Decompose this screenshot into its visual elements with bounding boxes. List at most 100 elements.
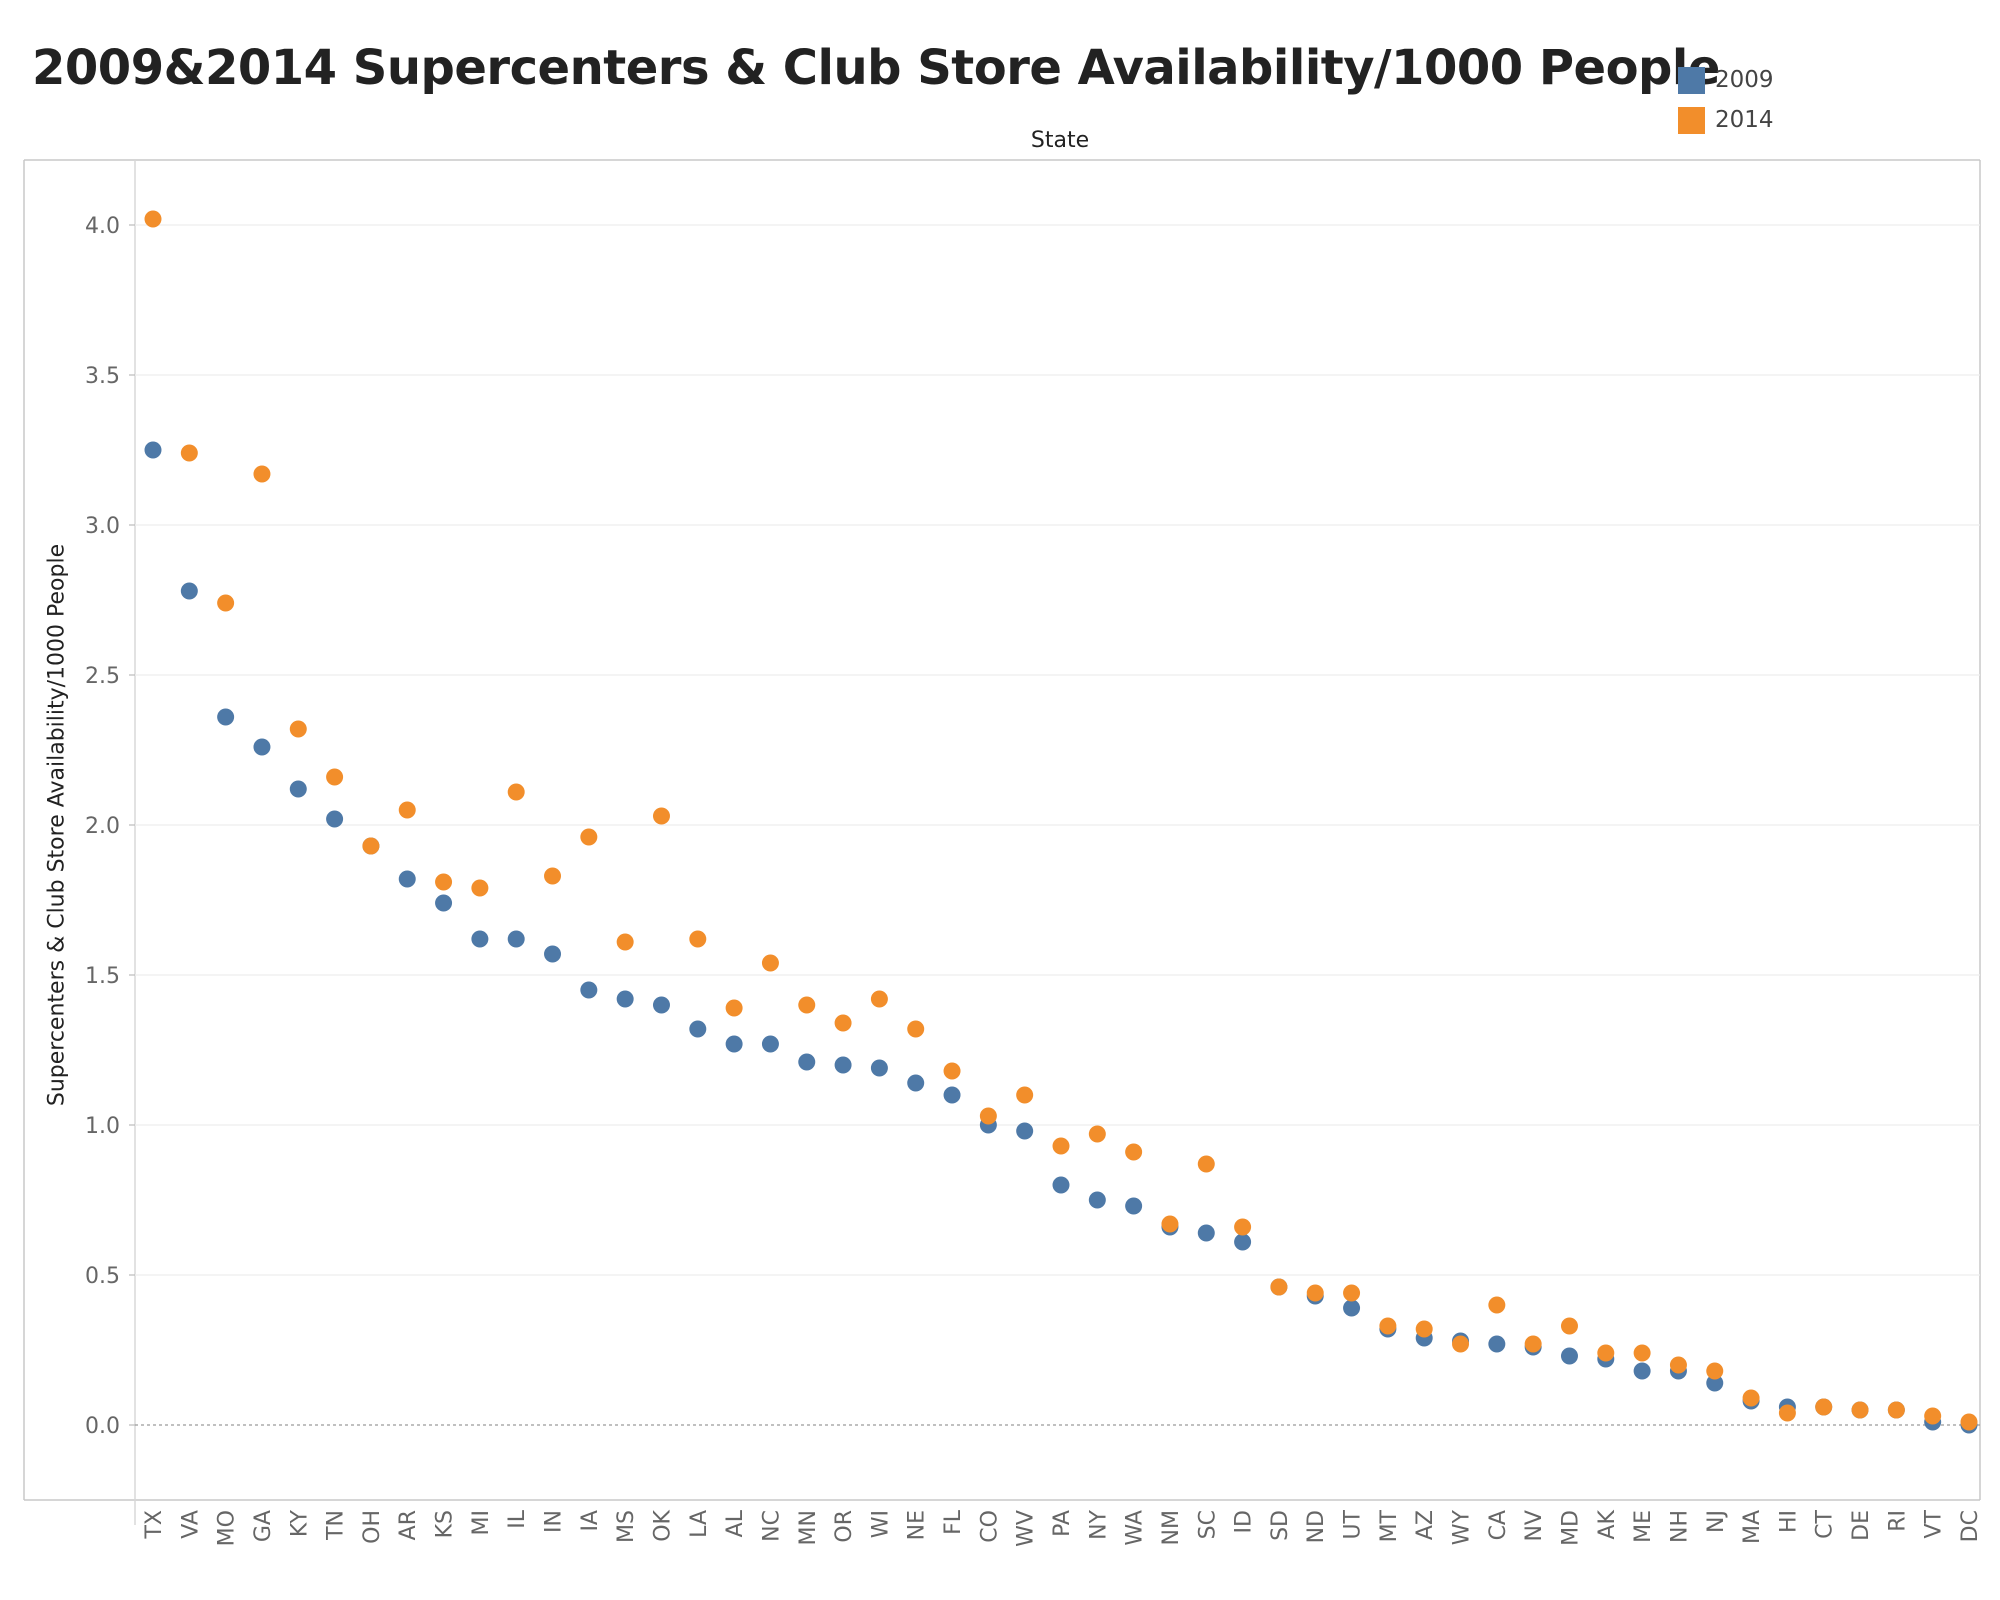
point-2009-NC bbox=[761, 1035, 779, 1053]
point-2014-UT bbox=[1343, 1284, 1361, 1302]
x-tick-label: KY bbox=[287, 1509, 312, 1537]
point-2014-NJ bbox=[1706, 1362, 1724, 1380]
x-tick-label: OR bbox=[832, 1510, 857, 1543]
x-tick-label: NY bbox=[1086, 1509, 1111, 1539]
x-tick-label: AL bbox=[723, 1509, 748, 1537]
point-2014-RI bbox=[1887, 1401, 1905, 1419]
point-2009-IN bbox=[544, 945, 562, 963]
point-2009-PA bbox=[1052, 1176, 1070, 1194]
point-2014-SD bbox=[1270, 1278, 1288, 1296]
x-tick-label: WI bbox=[868, 1510, 893, 1538]
legend[interactable]: 2009 2014 bbox=[1678, 60, 1774, 140]
point-2014-CA bbox=[1488, 1296, 1506, 1314]
point-2014-LA bbox=[689, 930, 707, 948]
point-2009-AR bbox=[398, 870, 416, 888]
x-tick-label: AK bbox=[1595, 1509, 1620, 1539]
point-2014-FL bbox=[943, 1062, 961, 1080]
point-2014-NE bbox=[907, 1020, 925, 1038]
x-tick-label: MI bbox=[469, 1510, 494, 1535]
x-tick-label: IA bbox=[578, 1510, 603, 1532]
point-2009-UT bbox=[1343, 1299, 1361, 1317]
point-2014-GA bbox=[253, 465, 271, 483]
x-tick-label: WA bbox=[1123, 1510, 1148, 1546]
point-2014-OR bbox=[834, 1014, 852, 1032]
point-2009-NE bbox=[907, 1074, 925, 1092]
point-2014-MI bbox=[471, 879, 489, 897]
x-tick-label: SC bbox=[1195, 1510, 1220, 1539]
point-2014-DE bbox=[1851, 1401, 1869, 1419]
point-2014-NY bbox=[1088, 1125, 1106, 1143]
legend-item-2014[interactable]: 2014 bbox=[1678, 100, 1774, 140]
point-2014-ND bbox=[1306, 1284, 1324, 1302]
x-tick-label: OK bbox=[650, 1509, 675, 1541]
x-tick-label: KS bbox=[433, 1510, 458, 1538]
x-tick-label: IN bbox=[542, 1510, 567, 1533]
point-2009-KY bbox=[289, 780, 307, 798]
point-2014-AK bbox=[1597, 1344, 1615, 1362]
point-2014-WY bbox=[1452, 1335, 1470, 1353]
x-tick-label: CO bbox=[977, 1510, 1002, 1543]
x-tick-label: PA bbox=[1050, 1510, 1075, 1537]
x-tick-label: SD bbox=[1268, 1510, 1293, 1541]
x-tick-label: OH bbox=[360, 1510, 385, 1544]
point-2014-KY bbox=[289, 720, 307, 738]
y-tick-label: 0.0 bbox=[85, 1414, 120, 1439]
point-2009-MO bbox=[217, 708, 235, 726]
point-2014-PA bbox=[1052, 1137, 1070, 1155]
point-2014-TX bbox=[144, 210, 162, 228]
x-tick-label: FL bbox=[941, 1509, 966, 1535]
point-2014-HI bbox=[1778, 1404, 1796, 1422]
point-2014-NM bbox=[1161, 1215, 1179, 1233]
point-2014-NV bbox=[1524, 1335, 1542, 1353]
point-2014-SC bbox=[1197, 1155, 1215, 1173]
point-2014-MN bbox=[798, 996, 816, 1014]
y-tick-label: 1.5 bbox=[85, 964, 120, 989]
x-tick-label: DE bbox=[1849, 1510, 1874, 1541]
point-2009-MD bbox=[1560, 1347, 1578, 1365]
x-tick-label: NV bbox=[1522, 1510, 1547, 1542]
point-2009-NY bbox=[1088, 1191, 1106, 1209]
point-2009-WV bbox=[1016, 1122, 1034, 1140]
x-axis-title: State bbox=[1030, 128, 1090, 153]
point-2014-MO bbox=[217, 594, 235, 612]
x-tick-label: LA bbox=[687, 1510, 712, 1538]
point-2009-ID bbox=[1234, 1233, 1252, 1251]
x-tick-label: NE bbox=[905, 1510, 930, 1540]
x-tick-label: CT bbox=[1813, 1509, 1838, 1538]
point-2009-ME bbox=[1633, 1362, 1651, 1380]
point-2014-WI bbox=[870, 990, 888, 1008]
y-tick-label: 3.0 bbox=[85, 514, 120, 539]
point-2009-CA bbox=[1488, 1335, 1506, 1353]
point-2009-WA bbox=[1125, 1197, 1143, 1215]
x-tick-label: ID bbox=[1232, 1510, 1257, 1533]
point-2014-MS bbox=[616, 933, 634, 951]
point-2009-GA bbox=[253, 738, 271, 756]
x-tick-label: WY bbox=[1450, 1509, 1475, 1545]
point-2014-NH bbox=[1669, 1356, 1687, 1374]
y-tick-label: 3.5 bbox=[85, 364, 120, 389]
x-tick-label: MD bbox=[1558, 1510, 1583, 1546]
x-tick-label: NJ bbox=[1704, 1510, 1729, 1533]
x-tick-label: TX bbox=[142, 1510, 167, 1540]
x-tick-label: MO bbox=[215, 1510, 240, 1546]
x-tick-label: MT bbox=[1377, 1509, 1402, 1542]
x-tick-label: ME bbox=[1631, 1510, 1656, 1543]
point-2009-NJ bbox=[1706, 1374, 1724, 1392]
x-tick-label: UT bbox=[1341, 1509, 1366, 1539]
point-2014-OK bbox=[652, 807, 670, 825]
point-2009-VA bbox=[180, 582, 198, 600]
point-2014-WA bbox=[1125, 1143, 1143, 1161]
point-2014-ME bbox=[1633, 1344, 1651, 1362]
point-2009-AL bbox=[725, 1035, 743, 1053]
legend-item-2009[interactable]: 2009 bbox=[1678, 60, 1774, 100]
x-tick-label: AZ bbox=[1413, 1510, 1438, 1540]
x-tick-label: NH bbox=[1667, 1510, 1692, 1543]
legend-label-2014: 2014 bbox=[1715, 107, 1774, 133]
y-tick-label: 0.5 bbox=[85, 1264, 120, 1289]
point-2009-MS bbox=[616, 990, 634, 1008]
y-tick-label: 2.0 bbox=[85, 814, 120, 839]
point-2014-IL bbox=[507, 783, 525, 801]
y-tick-label: 2.5 bbox=[85, 664, 120, 689]
point-2014-IN bbox=[544, 867, 562, 885]
